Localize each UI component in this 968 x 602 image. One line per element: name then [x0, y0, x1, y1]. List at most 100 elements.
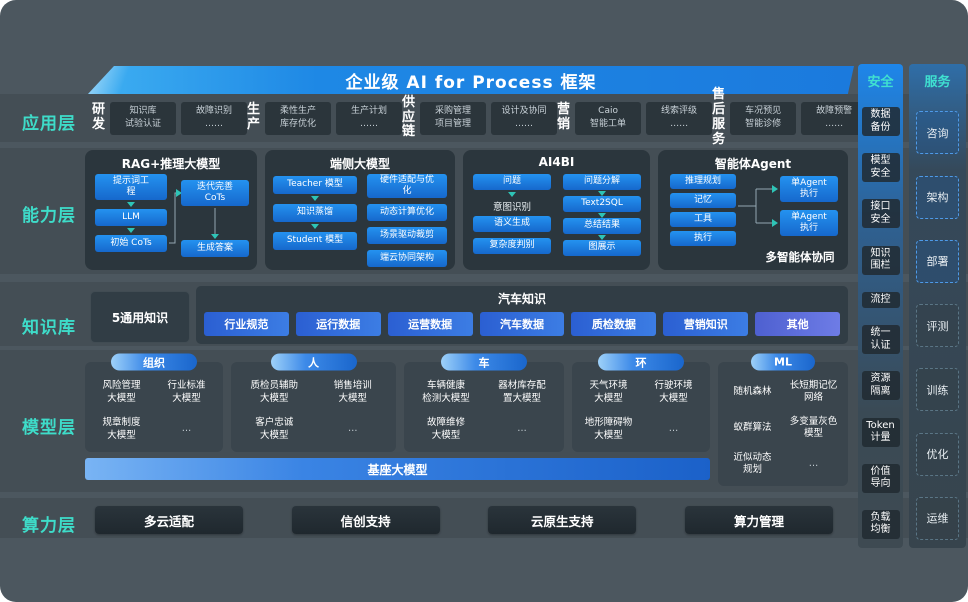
compute-row: 多云适配 信创支持 云原生支持 算力管理	[95, 506, 833, 534]
knowledge-chip: 汽车数据	[479, 312, 565, 336]
security-item: Token 计量	[861, 417, 900, 447]
app-item: 柔性生产 库存优化	[265, 101, 332, 135]
model-item: 长短期记忆 网络	[789, 379, 838, 403]
arrow-down-icon	[598, 213, 606, 218]
model-grid: 质检员辅助 大模型 销售培训 大模型 客户忠诚 大模型 …	[235, 374, 392, 448]
security-item: 资源 隔离	[861, 371, 900, 401]
security-item: 流控	[861, 291, 900, 309]
model-item-more: …	[517, 423, 527, 435]
app-item: 知识库 试验认证	[110, 101, 177, 135]
security-column: 安全 数据 备份 模型 安全 接口 安全 知识 围栏 流控 统一 认证 资源 隔…	[858, 64, 903, 548]
security-item: 知识 围栏	[861, 245, 900, 275]
app-group-label: 生产	[247, 102, 261, 132]
model-item: 规章制度 大模型	[102, 417, 141, 441]
arrow-down-icon	[127, 228, 135, 233]
capability-box-agent: 智能体Agent 推理规划 记忆 工具 执行 单Agent 执行 单Agent …	[658, 150, 848, 270]
agent-node-single-agent: 单Agent 执行	[780, 210, 838, 236]
banner: 企业级 AI for Process 框架	[88, 66, 854, 94]
model-item-more: …	[181, 423, 192, 435]
service-item: 训练	[916, 368, 959, 412]
service-item: 架构	[916, 175, 959, 219]
app-group-label: 供应 链	[402, 94, 416, 140]
app-group-rd: 研发 知识库 试验认证 故障识别 ……	[92, 101, 248, 135]
model-item: 器材库存配 置大模型	[498, 380, 546, 404]
flow-node-question: 问题	[473, 174, 551, 190]
model-item-more: …	[348, 423, 358, 435]
knowledge-chip: 质检数据	[571, 312, 657, 336]
capability-title: 端侧大模型	[329, 157, 390, 171]
flow-node-init-cots: 初始 CoTs	[95, 235, 167, 252]
app-item: 生产计划 ……	[336, 101, 403, 135]
arrow-down-icon	[311, 224, 319, 229]
flow-node-intent: 意图识别	[492, 202, 531, 213]
model-group-ml: ML 随机森林 长短期记忆 网络 蚁群算法 多变量灰色 模型 近似动态 规划 …	[718, 353, 848, 486]
knowledge-chip: 营销知识	[663, 312, 749, 336]
flow-connector	[738, 185, 778, 227]
flow-node-teacher: Teacher 模型	[273, 176, 357, 194]
capability-box-rag: RAG+推理大模型 提示词工 程 LLM 初始 CoTs 迭代完善 CoTs 生…	[85, 150, 257, 270]
service-item: 部署	[916, 239, 959, 283]
multi-agent-label: 多智能体协同	[765, 250, 835, 264]
capability-title: AI4BI	[538, 155, 575, 169]
security-item: 数据 备份	[861, 107, 900, 137]
compute-item: 多云适配	[95, 506, 243, 534]
application-row: 研发 知识库 试验认证 故障识别 …… 生产 柔性生产 库存优化 生产计划 ………	[92, 87, 868, 147]
edge-feature: 硬件适配与优 化	[367, 174, 447, 198]
agent-node-memory: 记忆	[670, 193, 736, 208]
flow-node-iter-cots: 迭代完善 CoTs	[181, 180, 249, 206]
security-item: 模型 安全	[861, 153, 900, 183]
edge-feature: 端云协同架构	[367, 250, 447, 267]
model-item-more: …	[668, 423, 679, 435]
model-item: 天气环境 大模型	[589, 380, 628, 404]
model-item-more: …	[808, 457, 819, 469]
app-group-label: 营销	[557, 102, 571, 132]
general-knowledge-box: 5通用知识	[90, 291, 190, 343]
app-item: 采购管理 项目管理	[420, 101, 487, 135]
security-item: 负载 均衡	[861, 509, 900, 539]
layer-label-capability: 能力层	[22, 206, 76, 226]
agent-node-execute: 执行	[670, 231, 736, 246]
security-item: 价值 导向	[861, 463, 900, 493]
compute-item: 信创支持	[291, 506, 440, 534]
auto-knowledge-box: 汽车知识 行业规范 运行数据 运营数据 汽车数据 质检数据 营销知识 其他	[196, 286, 848, 344]
agent-node-planning: 推理规划	[670, 174, 736, 189]
compute-item: 云原生支持	[488, 506, 637, 534]
app-group-label: 研发	[92, 102, 106, 132]
service-item: 咨询	[916, 111, 959, 155]
flow-node-semantic: 语义生成	[473, 216, 551, 232]
knowledge-chip: 行业规范	[204, 312, 289, 336]
model-group-pill: 组织	[111, 353, 197, 371]
model-group-pill: ML	[751, 353, 815, 371]
arrow-down-icon	[127, 202, 135, 207]
security-header: 安全	[867, 75, 894, 90]
agent-node-single-agent: 单Agent 执行	[780, 176, 838, 202]
flow-connector	[169, 189, 219, 244]
app-item: 车况预见 智能诊修	[730, 101, 797, 135]
model-group-organization: 组织 风险管理 大模型 行业标准 大模型 规章制度 大模型 …	[85, 353, 223, 452]
model-item: 风险管理 大模型	[102, 380, 141, 404]
app-group-production: 生产 柔性生产 库存优化 生产计划 ……	[247, 101, 403, 135]
security-item: 接口 安全	[861, 199, 900, 229]
knowledge-chip: 运营数据	[387, 312, 473, 336]
compute-item: 算力管理	[684, 506, 833, 534]
model-item: 故障维修 大模型	[426, 417, 465, 441]
app-item: 线索评级 ……	[646, 101, 713, 135]
model-group-environment: 环 天气环境 大模型 行驶环境 大模型 地形障碍物 大模型 …	[572, 353, 710, 452]
service-column: 服务 咨询 架构 部署 评测 训练 优化 运维	[909, 64, 966, 548]
app-item: Caio 智能工单	[575, 101, 642, 135]
arrow-down-icon	[311, 196, 319, 201]
flow-node-student: Student 模型	[273, 232, 357, 250]
flow-node-text2sql: Text2SQL	[563, 196, 641, 212]
model-group-pill: 人	[270, 353, 357, 371]
model-item: 车辆健康 检测大模型	[422, 380, 470, 404]
model-item: 多变量灰色 模型	[789, 415, 838, 439]
model-grid: 随机森林 长短期记忆 网络 蚁群算法 多变量灰色 模型 近似动态 规划 …	[722, 374, 844, 482]
edge-feature: 场景驱动裁剪	[367, 227, 447, 244]
flow-node-answer: 生成答案	[181, 240, 249, 257]
flow-node-distill: 知识蒸馏	[273, 204, 357, 222]
security-item: 统一 认证	[861, 325, 900, 355]
model-grid: 风险管理 大模型 行业标准 大模型 规章制度 大模型 …	[89, 374, 219, 448]
edge-feature: 动态计算优化	[367, 204, 447, 221]
flow-node-summarize: 总结结果	[563, 218, 641, 234]
knowledge-chip: 其他	[755, 312, 841, 336]
